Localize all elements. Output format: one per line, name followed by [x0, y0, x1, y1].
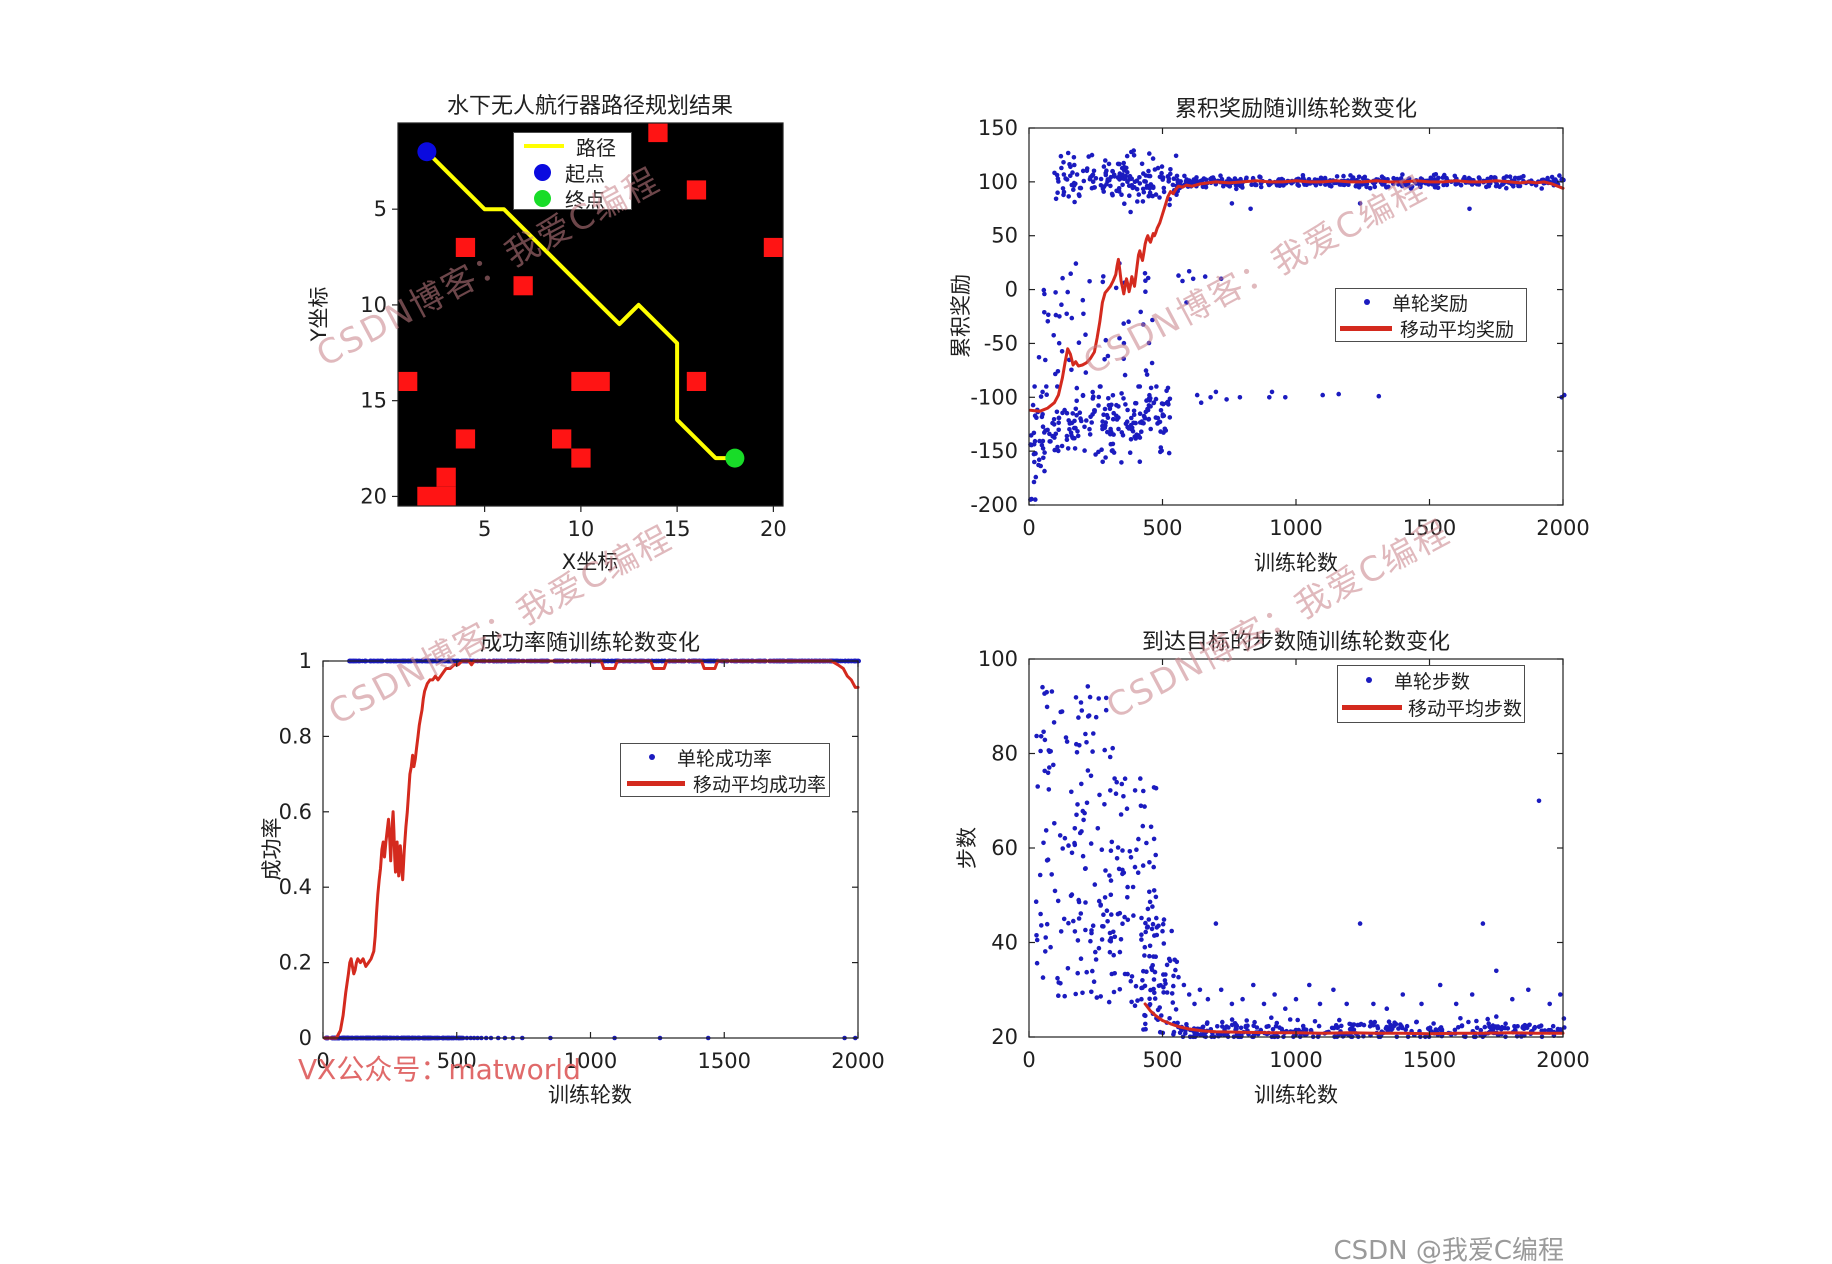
svg-text:1000: 1000 — [1269, 516, 1322, 540]
path-line-swatch — [524, 144, 564, 148]
svg-text:500: 500 — [437, 1049, 477, 1073]
goal-dot-swatch — [534, 189, 551, 207]
svg-text:5: 5 — [478, 517, 491, 541]
svg-text:15: 15 — [664, 517, 691, 541]
svg-text:2000: 2000 — [1536, 1048, 1589, 1072]
svg-text:40: 40 — [991, 931, 1018, 955]
success-legend: 单轮成功率 移动平均成功率 — [620, 743, 830, 797]
legend-label: 移动平均步数 — [1408, 698, 1523, 721]
svg-text:-150: -150 — [970, 439, 1018, 463]
legend-label: 单轮成功率 — [677, 747, 773, 770]
steps-legend: 单轮步数 移动平均步数 — [1337, 665, 1525, 723]
reward-chart-title: 累积奖励随训练轮数变化 — [1174, 97, 1418, 122]
svg-text:0.4: 0.4 — [279, 875, 312, 899]
legend-item-avg-steps: 移动平均步数 — [1338, 695, 1524, 721]
legend-label: 路径 — [576, 135, 616, 160]
svg-text:60: 60 — [991, 836, 1018, 860]
svg-text:0: 0 — [1005, 278, 1018, 302]
start-dot-swatch — [534, 163, 551, 181]
avg-reward-line-swatch — [1340, 325, 1392, 331]
legend-item-path: 路径 — [514, 133, 631, 160]
legend-item-episode-reward: 单轮奖励 — [1336, 289, 1526, 315]
reward-dot-swatch — [1364, 299, 1370, 305]
svg-text:15: 15 — [360, 389, 387, 413]
svg-text:100: 100 — [978, 647, 1018, 671]
svg-text:100: 100 — [978, 170, 1018, 194]
legend-label: 移动平均奖励 — [1400, 318, 1515, 341]
svg-text:-50: -50 — [984, 331, 1018, 355]
svg-text:20: 20 — [991, 1025, 1018, 1049]
legend-label: 起点 — [565, 161, 605, 186]
svg-text:0.8: 0.8 — [279, 724, 312, 748]
success-dot-swatch — [649, 754, 655, 760]
svg-text:1000: 1000 — [564, 1049, 617, 1073]
legend-item-episode-steps: 单轮步数 — [1338, 667, 1524, 693]
svg-text:2000: 2000 — [1536, 516, 1589, 540]
svg-text:1500: 1500 — [698, 1049, 751, 1073]
svg-text:1000: 1000 — [1269, 1048, 1322, 1072]
svg-text:1500: 1500 — [1403, 1048, 1456, 1072]
svg-text:10: 10 — [360, 293, 387, 317]
steps-dot-swatch — [1366, 677, 1372, 684]
watermark-credit: CSDN @我爱C编程 — [1333, 1236, 1564, 1264]
legend-item-episode-success: 单轮成功率 — [621, 744, 829, 770]
svg-text:10: 10 — [568, 517, 595, 541]
svg-text:0: 0 — [316, 1049, 329, 1073]
svg-text:0: 0 — [1022, 1048, 1035, 1072]
svg-text:0: 0 — [299, 1026, 312, 1050]
success-chart-title: 成功率随训练轮数变化 — [479, 631, 701, 656]
steps-xlabel: 训练轮数 — [1254, 1083, 1338, 1107]
success-xlabel: 训练轮数 — [548, 1083, 632, 1107]
path-map-legend: 路径 起点 终点 — [513, 132, 632, 212]
legend-label: 单轮步数 — [1394, 670, 1471, 693]
svg-text:1500: 1500 — [1403, 516, 1456, 540]
svg-text:50: 50 — [991, 224, 1018, 248]
reward-legend: 单轮奖励 移动平均奖励 — [1335, 288, 1527, 342]
reward-xlabel: 训练轮数 — [1254, 551, 1338, 575]
avg-steps-line-swatch — [1342, 705, 1402, 711]
legend-label: 移动平均成功率 — [693, 773, 827, 796]
legend-label: 单轮奖励 — [1392, 292, 1469, 315]
legend-item-avg-success: 移动平均成功率 — [621, 770, 829, 796]
legend-item-start: 起点 — [514, 159, 631, 186]
steps-chart-title: 到达目标的步数随训练轮数变化 — [1141, 630, 1451, 655]
avg-success-line-swatch — [627, 780, 685, 786]
svg-text:20: 20 — [760, 517, 787, 541]
watermark-vx: VX公众号：matworld — [298, 1053, 581, 1086]
svg-text:150: 150 — [978, 116, 1018, 140]
svg-text:80: 80 — [991, 742, 1018, 766]
legend-item-goal: 终点 — [514, 185, 631, 212]
svg-text:2000: 2000 — [831, 1049, 884, 1073]
svg-text:5: 5 — [374, 197, 387, 221]
svg-text:1: 1 — [299, 649, 312, 673]
svg-text:500: 500 — [1142, 516, 1182, 540]
svg-text:20: 20 — [360, 484, 387, 508]
steps-ylabel: 步数 — [955, 827, 979, 869]
path-map-title: 水下无人航行器路径规划结果 — [446, 94, 734, 119]
success-ylabel: 成功率 — [260, 817, 284, 881]
legend-item-avg-reward: 移动平均奖励 — [1336, 315, 1526, 341]
svg-text:-200: -200 — [970, 493, 1018, 517]
legend-label: 终点 — [565, 187, 605, 212]
reward-ylabel: 累积奖励 — [949, 274, 973, 358]
svg-text:-100: -100 — [970, 385, 1018, 409]
svg-text:0: 0 — [1022, 516, 1035, 540]
svg-text:500: 500 — [1142, 1048, 1182, 1072]
svg-text:0.2: 0.2 — [279, 951, 312, 975]
svg-text:0.6: 0.6 — [279, 800, 312, 824]
path-map-xlabel: X坐标 — [561, 550, 619, 574]
